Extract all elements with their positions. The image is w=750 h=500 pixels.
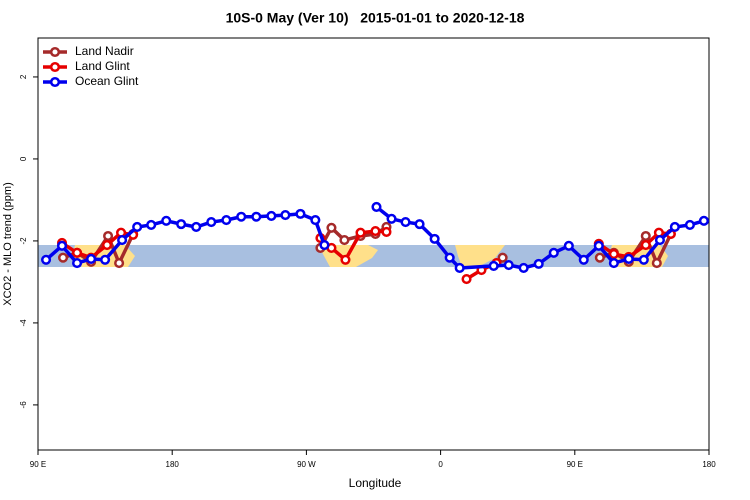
data-point: [56, 240, 68, 251]
data-point: [503, 260, 514, 271]
data-point: [326, 222, 337, 233]
data-point: [101, 239, 113, 251]
data-point: [548, 247, 559, 258]
legend-marker: [49, 61, 61, 73]
data-point: [497, 252, 508, 263]
data-point: [355, 227, 366, 238]
data-point: [429, 233, 440, 244]
legend-label: Ocean Glint: [75, 74, 139, 88]
y-tick-label: 2: [19, 74, 28, 79]
series-line: [61, 229, 672, 281]
chart-title: 10S-0 May (Ver 10) 2015-01-01 to 2020-12…: [226, 10, 525, 26]
data-point: [461, 274, 472, 285]
data-point: [370, 226, 381, 237]
data-point: [594, 252, 605, 263]
data-point: [132, 221, 143, 233]
data-point: [444, 252, 455, 263]
legend-marker: [49, 76, 61, 88]
data-point: [684, 219, 695, 230]
data-point: [146, 219, 157, 230]
data-point: [114, 258, 125, 269]
y-tick-label: 0: [19, 156, 28, 161]
data-point: [400, 217, 411, 228]
data-point: [640, 239, 651, 251]
data-point: [563, 240, 574, 251]
data-point: [623, 253, 634, 265]
x-tick-label: 90 E: [30, 460, 46, 469]
data-point: [654, 235, 665, 246]
data-point: [533, 258, 544, 269]
x-axis-title: Longitude: [349, 476, 402, 490]
y-axis-title: XCO2 - MLO trend (ppm): [2, 182, 14, 305]
data-point: [191, 221, 202, 233]
legend-label: Land Glint: [75, 59, 130, 73]
data-point: [593, 240, 604, 251]
data-point: [161, 215, 172, 226]
data-point: [295, 208, 306, 219]
data-point: [221, 214, 232, 226]
data-point: [280, 210, 291, 221]
data-point: [488, 260, 499, 271]
y-tick-label: -2: [19, 237, 28, 245]
data-point: [236, 211, 247, 222]
data-point: [371, 201, 382, 212]
data-point: [578, 254, 589, 265]
data-point: [72, 258, 83, 269]
y-tick-label: -6: [19, 401, 28, 409]
data-point: [608, 258, 619, 269]
x-tick-label: 0: [438, 460, 443, 469]
data-point: [41, 254, 52, 265]
data-point: [100, 254, 111, 265]
x-tick-label: 90 E: [567, 460, 583, 469]
data-point: [206, 217, 217, 228]
data-point: [669, 221, 680, 233]
data-point: [176, 219, 187, 230]
data-point: [310, 214, 321, 226]
data-point: [103, 230, 114, 242]
data-point: [638, 254, 649, 265]
y-tick-label: -4: [19, 319, 28, 327]
legend-marker: [49, 46, 61, 58]
data-point: [340, 254, 351, 265]
x-tick-label: 180: [166, 460, 180, 469]
data-point: [381, 226, 392, 237]
data-point: [86, 253, 97, 265]
data-point: [117, 235, 128, 246]
data-point: [386, 213, 397, 224]
plot-frame: [37, 37, 710, 451]
legend-label: Land Nadir: [75, 44, 134, 58]
data-point: [651, 258, 662, 269]
data-point: [608, 248, 619, 260]
data-point: [414, 219, 425, 230]
data-point: [251, 211, 262, 222]
data-point: [319, 239, 330, 251]
x-tick-label: 90 W: [297, 460, 316, 469]
data-point: [339, 235, 350, 246]
data-point: [58, 252, 69, 263]
data-point: [72, 247, 83, 258]
data-point: [640, 230, 651, 242]
x-tick-label: 180: [702, 460, 716, 469]
data-point: [698, 215, 709, 226]
data-point: [266, 210, 277, 221]
data-point: [518, 262, 529, 274]
data-point: [454, 262, 465, 274]
